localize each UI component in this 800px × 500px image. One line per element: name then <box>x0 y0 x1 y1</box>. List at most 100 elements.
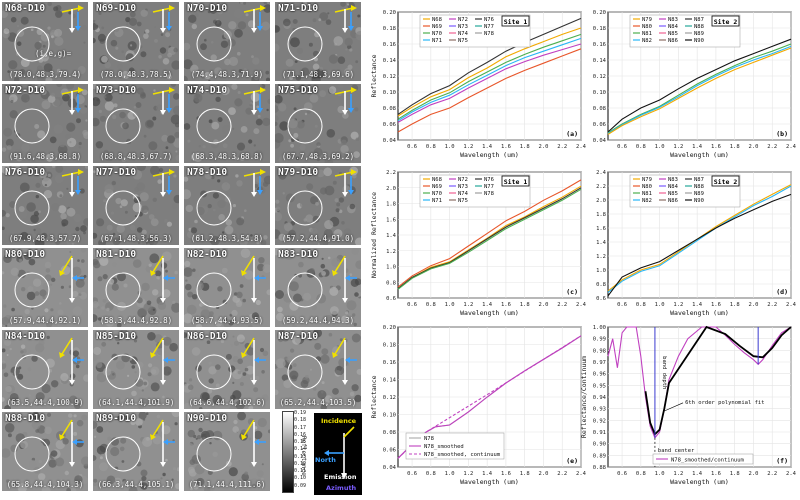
x-tick-label: 0.8 <box>636 302 646 308</box>
legend-entry: N88 <box>694 24 704 30</box>
y-tick-label: 0.20 <box>593 10 606 16</box>
tile-label: N73-D10 <box>96 85 137 96</box>
site-label: Site 1 <box>504 178 528 186</box>
x-tick-label: 0.8 <box>636 471 646 477</box>
x-tick-label: 1.4 <box>482 144 493 150</box>
crater-tile: N86-D10 (64.6,44.4,102.6) <box>184 330 270 409</box>
y-tick-label: 0.14 <box>383 58 397 64</box>
colorbar-tick-label: 0.13 <box>294 453 307 460</box>
tile-label: N78-D10 <box>187 167 228 178</box>
legend-entry: N89 <box>694 191 704 197</box>
x-tick-label: 1.0 <box>445 302 455 308</box>
x-tick-label: 2.0 <box>748 471 758 477</box>
series-line <box>607 326 792 439</box>
y-tick-label: 0.18 <box>593 26 606 32</box>
y-tick-label: 0.90 <box>593 442 606 448</box>
series-line <box>607 193 792 297</box>
y-tick-label: 0.94 <box>593 395 607 401</box>
x-tick-label: 1.8 <box>730 471 740 477</box>
y-tick-label: 0.18 <box>383 26 396 32</box>
incidence-key-label: Incidence <box>321 417 357 425</box>
legend-entry: N71 <box>432 38 442 44</box>
y-tick-label: 1.0 <box>596 268 606 274</box>
crater-tile-image <box>2 84 88 163</box>
crater-tile-image <box>275 248 361 327</box>
legend-entry: N78_smoothed <box>424 444 464 450</box>
legend-entry: N68 <box>432 177 442 183</box>
x-tick-label: 2.0 <box>538 302 548 308</box>
y-tick-label: 0.8 <box>386 280 396 286</box>
panel-label: (d) <box>776 288 788 296</box>
y-tick-label: 1.0 <box>386 265 396 271</box>
site-label: Site 2 <box>714 178 738 186</box>
legend-entry: N78 <box>484 31 494 37</box>
tile-geometry-coords: (67.1,48.3,56.3) <box>99 234 173 243</box>
crater-tile-image <box>275 2 361 81</box>
x-tick-label: 1.4 <box>692 471 703 477</box>
crater-tile: N70-D10 (74.4,48.3,71.9) <box>184 2 270 81</box>
y-tick-label: 0.16 <box>383 360 396 366</box>
y-tick-label: 0.88 <box>593 465 606 471</box>
tile-label: N71-D10 <box>278 3 319 14</box>
tile-geometry-coords: (78.0,48.3,79.4) <box>8 70 82 79</box>
tile-label: N88-D10 <box>5 413 46 424</box>
crater-tile: N73-D10 (68.8,48.3,67.7) <box>93 84 179 163</box>
series-line <box>397 27 582 117</box>
crater-tile: N88-D10 (65.8,44.4,104.3) <box>2 412 88 491</box>
azimuth-key-label: Azimuth <box>326 484 357 492</box>
x-tick-label: 1.6 <box>501 471 511 477</box>
colorbar-tick-label: 0.11 <box>294 468 307 475</box>
spectra-charts-svg: 0.04 0.06 0.08 0.10 0.12 0.14 0.16 0.18 0.20 0.6 0… <box>370 10 797 486</box>
x-tick-label: 2.2 <box>557 471 567 477</box>
y-tick-label: 0.12 <box>383 74 396 80</box>
crater-tile: N80-D10 (57.9,44.4,92.1) <box>2 248 88 327</box>
crater-tile: N76-D10 (67.9,48.3,57.7) <box>2 166 88 245</box>
x-tick-label: 1.4 <box>482 471 493 477</box>
y-tick-label: 0.16 <box>383 42 396 48</box>
crater-tile: N77-D10 (67.1,48.3,56.3) <box>93 166 179 245</box>
legend-entry: N90 <box>694 38 704 44</box>
x-tick-label: 0.8 <box>426 471 436 477</box>
legend-box <box>652 453 754 465</box>
annotation-leader <box>664 402 684 412</box>
crater-tile-image <box>184 84 270 163</box>
y-tick-label: 0.14 <box>383 378 397 384</box>
x-tick-label: 2.2 <box>557 144 567 150</box>
y-tick-label: 0.20 <box>383 10 396 16</box>
crater-tile-image <box>184 412 270 491</box>
legend-entry: N83 <box>668 17 678 23</box>
tile-geometry-coords: (67.7,48.3,69.2) <box>281 152 355 161</box>
y-tick-label: 0.12 <box>593 74 606 80</box>
y-tick-label: 0.6 <box>596 296 606 302</box>
tile-geometry-coords: (57.9,44.4,92.1) <box>8 316 82 325</box>
crater-tile: N87-D10 (65.2,44.4,103.5) <box>275 330 361 409</box>
crater-tile: N82-D10 (58.7,44.4,93.5) <box>184 248 270 327</box>
tile-geometry-coords: (65.8,44.4,104.3) <box>6 480 84 489</box>
crater-tile-image <box>184 330 270 409</box>
crater-tile-image <box>2 2 88 81</box>
legend-entry: N76 <box>484 17 494 23</box>
series-line <box>397 33 582 120</box>
tile-label: N87-D10 <box>278 331 319 342</box>
tile-label: N85-D10 <box>96 331 137 342</box>
legend-entry: N87 <box>694 17 704 23</box>
crater-tile-image <box>275 166 361 245</box>
legend-box <box>405 432 505 460</box>
legend-entry: N90 <box>694 198 704 204</box>
y-tick-label: 0.08 <box>383 430 396 436</box>
panel-label: (a) <box>566 130 578 138</box>
x-tick-label: 2.0 <box>748 144 758 150</box>
tile-geometry-coords: (68.8,48.3,67.7) <box>99 152 173 161</box>
x-tick-label: 1.8 <box>520 302 530 308</box>
tile-label: N86-D10 <box>187 331 228 342</box>
panel-label: (b) <box>776 130 788 138</box>
legend-entry: N76 <box>484 177 494 183</box>
y-tick-label: 2.0 <box>386 186 396 192</box>
y-axis-label: Normalized Reflectance <box>370 192 378 278</box>
x-tick-label: 1.8 <box>730 302 740 308</box>
band-depth-label: band depth <box>661 356 667 389</box>
y-tick-label: 0.04 <box>383 465 397 471</box>
tile-label: N76-D10 <box>5 167 46 178</box>
x-tick-label: 2.4 <box>786 471 797 477</box>
tile-geometry-coords: (78.0,48.3,78.5) <box>99 70 173 79</box>
